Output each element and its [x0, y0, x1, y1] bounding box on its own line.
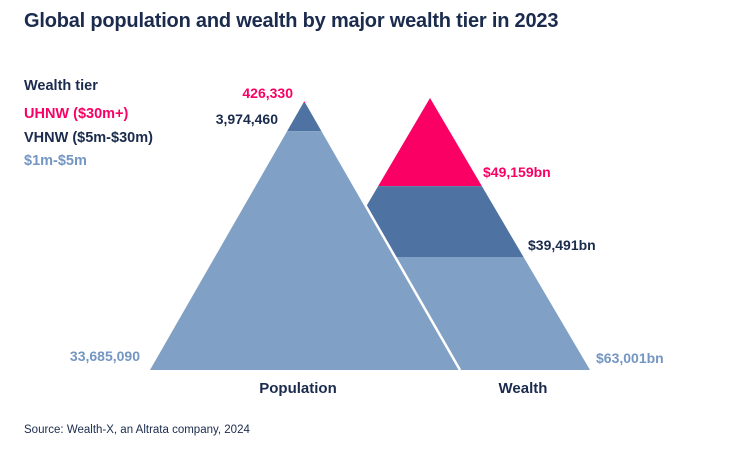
population-value-uhnw: 426,330: [242, 85, 293, 101]
pyramid-divider-line: [303, 99, 462, 371]
wealth-value-1m-5m: $63,001bn: [596, 350, 664, 366]
wealth-value-vhnw: $39,491bn: [528, 237, 596, 253]
population-value-1m-5m: 33,685,090: [69, 348, 140, 364]
legend-item-1m-5m: $1m-$5m: [24, 153, 87, 169]
legend-item-vhnw: VHNW ($5m-$30m): [24, 129, 153, 146]
population-value-vhnw: 3,974,460: [215, 111, 278, 127]
population-band-2: [150, 131, 460, 370]
legend: Wealth tier UHNW ($30m+) VHNW ($5m-$30m)…: [24, 78, 153, 174]
chart-title: Global population and wealth by major we…: [24, 10, 559, 32]
wealth-value-uhnw: $49,159bn: [483, 164, 551, 180]
source-note: Source: Wealth-X, an Altrata company, 20…: [24, 424, 250, 436]
axis-label-wealth: Wealth: [498, 380, 548, 397]
wealth-band-0: [378, 98, 482, 187]
population-band-1: [287, 103, 323, 132]
legend-heading: Wealth tier: [24, 78, 98, 94]
legend-item-uhnw: UHNW ($30m+): [24, 106, 129, 122]
axis-label-population: Population: [259, 380, 337, 397]
